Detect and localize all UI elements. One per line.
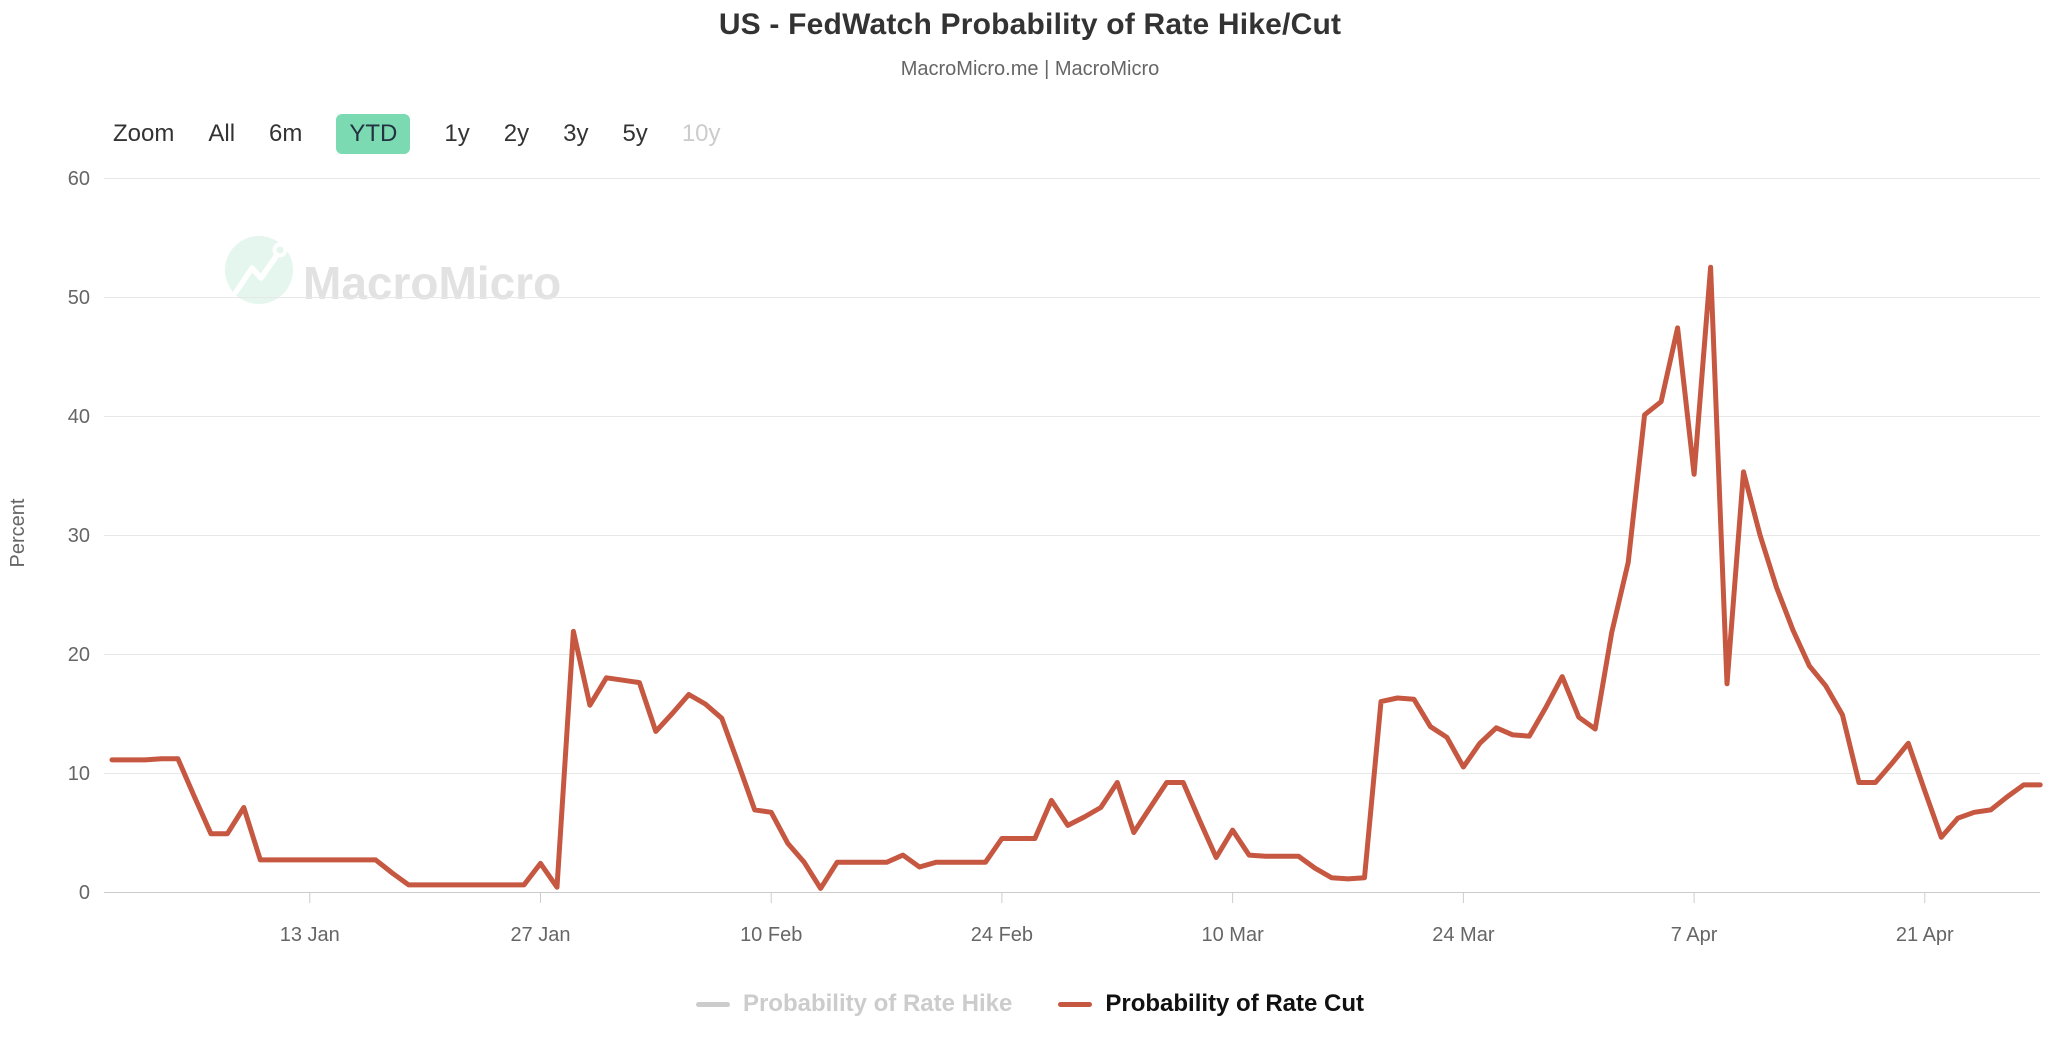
zoom-label: Zoom	[113, 120, 175, 147]
watermark: MacroMicro	[225, 236, 561, 309]
x-axis-label: 21 Apr	[1896, 924, 1954, 946]
legend-item-rate-hike[interactable]: Probability of Rate Hike	[695, 990, 1013, 1018]
watermark-logo-zigzag-icon	[233, 252, 280, 295]
range-button-2y[interactable]: 2y	[503, 120, 530, 147]
y-axis-label: 30	[68, 525, 90, 547]
legend-label-rate-hike: Probability of Rate Hike	[742, 990, 1013, 1017]
x-axis-label: 24 Mar	[1432, 924, 1495, 946]
y-axis-labels: 0 10 20 30 40 50 60	[68, 168, 90, 904]
legend-label-rate-cut: Probability of Rate Cut	[1105, 990, 1365, 1017]
range-button-YTD[interactable]: YTD	[336, 114, 411, 154]
range-button-6m[interactable]: 6m	[269, 120, 303, 147]
rate-cut-dash-icon	[1058, 1001, 1093, 1007]
x-axis-label: 7 Apr	[1671, 924, 1718, 946]
rate-hike-dash-icon	[695, 1001, 730, 1007]
x-axis-ticks: 13 Jan 27 Jan 10 Feb 24 Feb 10 Mar 24 Mar 7 Ap…	[280, 893, 1954, 946]
x-axis-label: 10 Feb	[740, 924, 802, 946]
range-button-1y[interactable]: 1y	[444, 120, 470, 147]
x-axis-label: 13 Jan	[280, 924, 340, 946]
legend: Probability of Rate Hike Probability of …	[0, 990, 2060, 1018]
y-axis-label: 40	[68, 406, 90, 428]
y-axis-title: Percent	[7, 498, 29, 567]
series-group	[109, 264, 2043, 891]
chart-title: US - FedWatch Probability of Rate Hike/C…	[718, 8, 1342, 41]
watermark-logo-ring-icon	[272, 242, 288, 258]
rate-cut-line-series[interactable]	[109, 264, 2043, 891]
y-axis-label: 60	[68, 168, 90, 190]
y-gridlines	[104, 178, 2040, 774]
y-axis-label: 10	[68, 763, 90, 785]
zoom-toolbar: Zoom All 6m YTD 1y 2y 3y 5y 10y	[113, 112, 721, 156]
range-button-3y[interactable]: 3y	[563, 120, 589, 147]
y-axis-label: 0	[79, 882, 90, 904]
x-axis-label: 24 Feb	[971, 924, 1033, 946]
watermark-brand-text: MacroMicro	[303, 257, 561, 309]
range-button-All[interactable]: All	[208, 120, 236, 147]
y-axis-label: 20	[68, 644, 90, 666]
y-axis-label: 50	[68, 287, 90, 309]
range-button-10y: 10y	[681, 120, 721, 147]
x-axis-label: 10 Mar	[1202, 924, 1265, 946]
chart-subtitle: MacroMicro.me | MacroMicro	[900, 58, 1160, 80]
x-axis-label: 27 Jan	[510, 924, 570, 946]
legend-item-rate-cut[interactable]: Probability of Rate Cut	[1058, 990, 1364, 1018]
range-button-5y[interactable]: 5y	[622, 120, 648, 147]
